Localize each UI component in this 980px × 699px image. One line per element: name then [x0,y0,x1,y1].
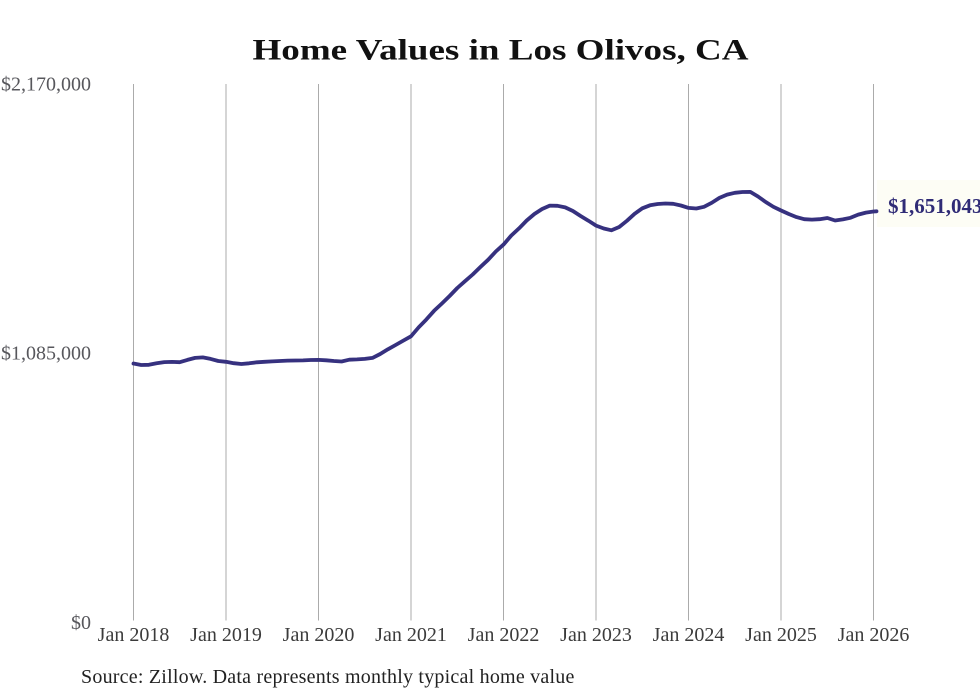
svg-text:Jan 2020: Jan 2020 [283,624,355,646]
svg-text:$2,170,000: $2,170,000 [1,74,91,96]
svg-text:$1,085,000: $1,085,000 [1,342,91,364]
svg-text:$1,651,043: $1,651,043 [888,194,980,218]
svg-text:Jan 2018: Jan 2018 [98,624,170,646]
svg-text:Jan 2026: Jan 2026 [838,624,910,646]
svg-text:$0: $0 [71,612,91,634]
svg-text:Source: Zillow. Data represent: Source: Zillow. Data represents monthly … [81,666,575,688]
svg-text:Jan 2021: Jan 2021 [375,624,447,646]
svg-text:Jan 2022: Jan 2022 [468,624,540,646]
svg-text:Jan 2025: Jan 2025 [745,624,817,646]
svg-text:Home Values in Los Olivos, CA: Home Values in Los Olivos, CA [253,34,749,67]
svg-text:Jan 2024: Jan 2024 [653,624,725,646]
svg-text:Jan 2023: Jan 2023 [560,624,632,646]
svg-text:Jan 2019: Jan 2019 [190,624,262,646]
